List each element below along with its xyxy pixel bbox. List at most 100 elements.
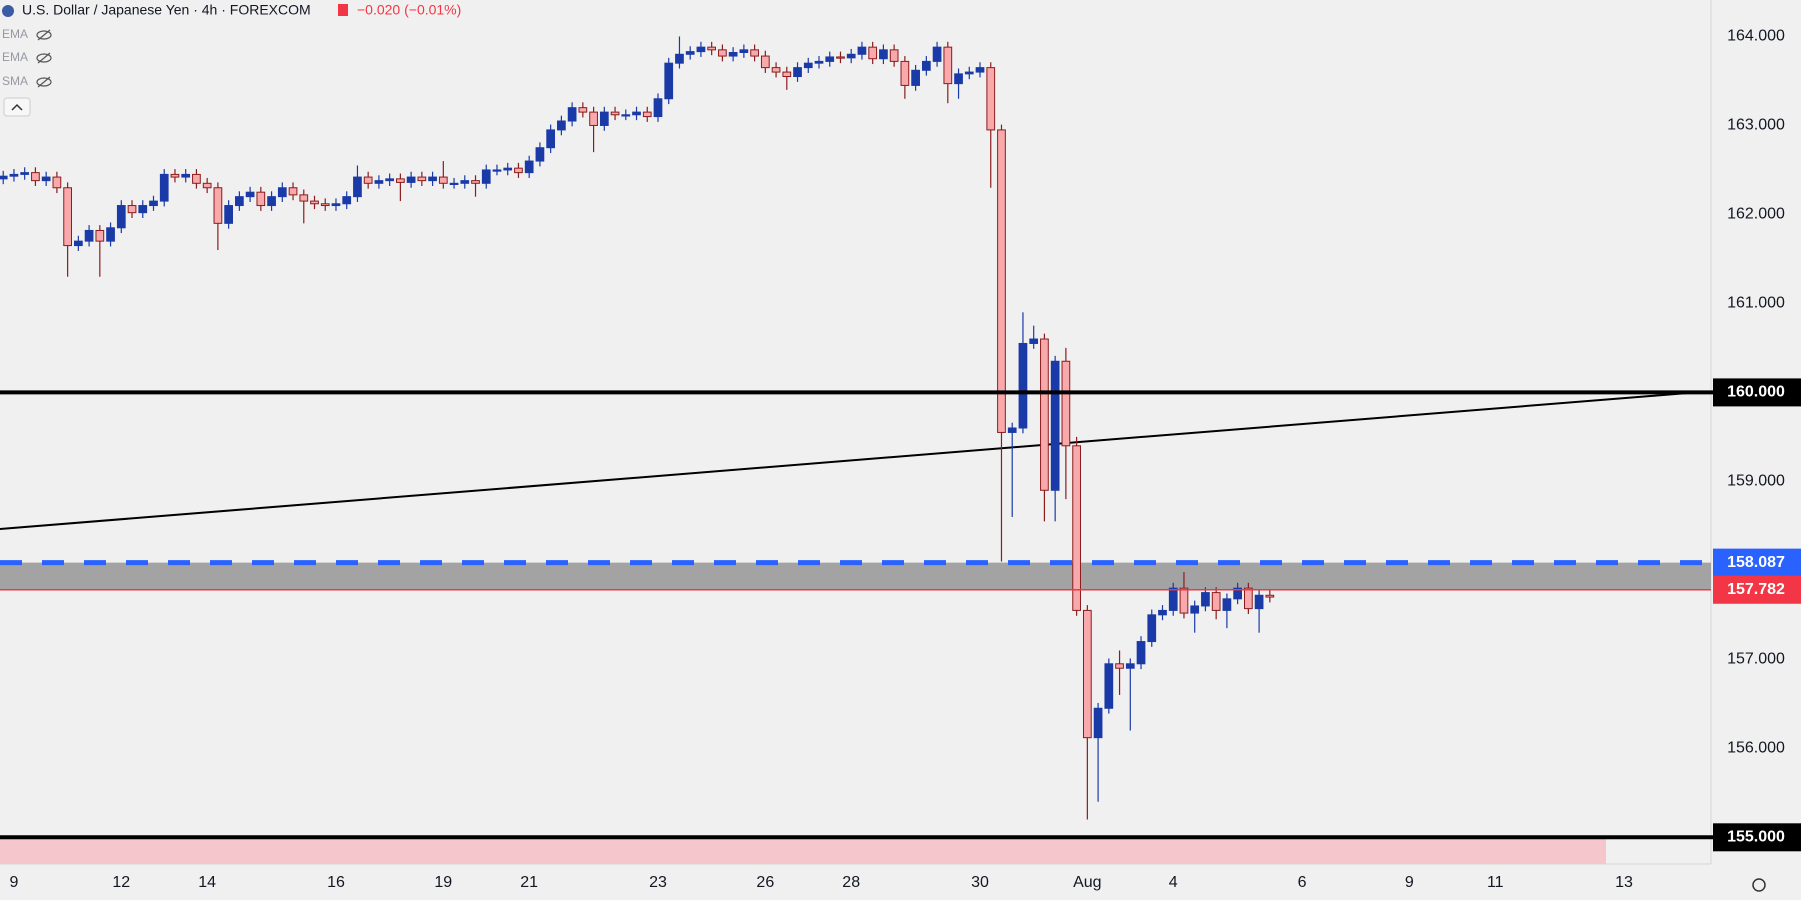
candle-body <box>557 120 566 131</box>
candle-body <box>1168 587 1178 611</box>
candle-body <box>879 49 888 60</box>
candle-body <box>9 173 19 177</box>
candle-body <box>599 111 609 126</box>
level-label: 158.087 <box>1727 554 1785 571</box>
settings-icon[interactable] <box>1752 878 1766 892</box>
candle-body <box>546 129 556 149</box>
candle-body <box>31 172 40 182</box>
candle-body <box>771 67 781 73</box>
candle-body <box>0 175 8 180</box>
x-tick-label: 9 <box>10 874 19 891</box>
candle-body <box>1115 663 1124 669</box>
candle-body <box>438 176 448 184</box>
candle-body <box>1254 594 1264 610</box>
candle-body <box>417 176 427 182</box>
candle-body <box>578 107 588 113</box>
y-tick-label: 162.000 <box>1727 206 1785 223</box>
candle-body <box>52 176 62 189</box>
candle-body <box>760 55 770 69</box>
x-tick-label: 19 <box>434 874 452 891</box>
candle-body <box>1050 360 1060 491</box>
candle-body <box>524 160 534 174</box>
y-tick-label: 164.000 <box>1727 28 1785 45</box>
candle-body <box>1244 587 1253 610</box>
symbol: U.S. Dollar / Japanese Yen · 4h · FOREXC… <box>22 2 311 18</box>
candle-body <box>1018 342 1028 429</box>
candle-body <box>1222 598 1232 611</box>
change-marker <box>338 4 348 16</box>
candle-body <box>728 51 738 57</box>
candle-body <box>1007 427 1017 433</box>
candle-body <box>127 205 137 214</box>
candle-body <box>911 69 920 86</box>
candle-body <box>181 173 191 178</box>
candle-body <box>964 71 974 75</box>
candle-body <box>685 51 695 55</box>
candle-body <box>814 60 824 64</box>
candle-body <box>138 205 148 214</box>
candle-body <box>664 62 674 100</box>
candle-body <box>932 46 942 62</box>
candle-body <box>460 180 470 184</box>
candle-body <box>900 60 910 86</box>
candle-body <box>374 180 384 184</box>
x-tick-label: 23 <box>649 874 667 891</box>
candle-body <box>975 67 985 73</box>
candle-body <box>353 176 362 198</box>
candle-body <box>277 187 287 198</box>
candle-body <box>299 194 309 202</box>
candle-body <box>256 191 266 207</box>
candle-body <box>514 167 523 174</box>
trendline <box>0 391 1701 530</box>
candle-body <box>1136 641 1146 665</box>
x-tick-label: 16 <box>327 874 345 891</box>
change: −0.020 (−0.01%) <box>357 2 461 18</box>
candle-body <box>997 129 1006 433</box>
candle-body <box>653 98 663 118</box>
candle-body <box>1125 663 1135 669</box>
indicator[interactable]: EMA <box>2 50 28 64</box>
collapse-button[interactable] <box>3 97 31 117</box>
candle-body <box>1265 594 1275 598</box>
candle-body <box>449 182 459 185</box>
candle-body <box>235 196 244 207</box>
candle-body <box>1179 587 1189 614</box>
candle-body <box>739 49 749 53</box>
candle-body <box>481 169 491 184</box>
x-tick-label: 4 <box>1169 874 1178 891</box>
candle-body <box>1029 338 1039 344</box>
candle-body <box>385 178 395 182</box>
candle-body <box>1190 605 1200 614</box>
indicator[interactable]: SMA <box>2 74 28 88</box>
candle-body <box>342 196 352 205</box>
level-label: 160.000 <box>1727 384 1785 401</box>
candle-body <box>1072 445 1081 611</box>
candle-body <box>836 56 845 59</box>
level-label: 157.782 <box>1727 581 1785 598</box>
candle-body <box>331 203 341 207</box>
candle-body <box>825 56 835 62</box>
zone <box>0 562 1711 590</box>
y-tick-label: 156.000 <box>1727 740 1785 757</box>
candle-body <box>535 147 545 162</box>
candle-body <box>1158 609 1167 616</box>
candle-body <box>159 173 169 202</box>
candle-body <box>632 111 641 116</box>
candle-body <box>793 67 802 78</box>
candle-body <box>1040 338 1049 491</box>
candle-body <box>782 71 792 78</box>
candle-body <box>245 191 255 198</box>
y-tick-label: 161.000 <box>1727 295 1785 312</box>
indicator[interactable]: EMA <box>2 27 28 41</box>
candle-body <box>202 182 212 189</box>
plot <box>0 36 1711 864</box>
candle-body <box>396 178 405 183</box>
x-tick-label: 13 <box>1615 874 1633 891</box>
candle-body <box>750 49 759 57</box>
candle-body <box>84 229 94 242</box>
candle-body <box>406 176 416 183</box>
candle-body <box>718 49 727 57</box>
